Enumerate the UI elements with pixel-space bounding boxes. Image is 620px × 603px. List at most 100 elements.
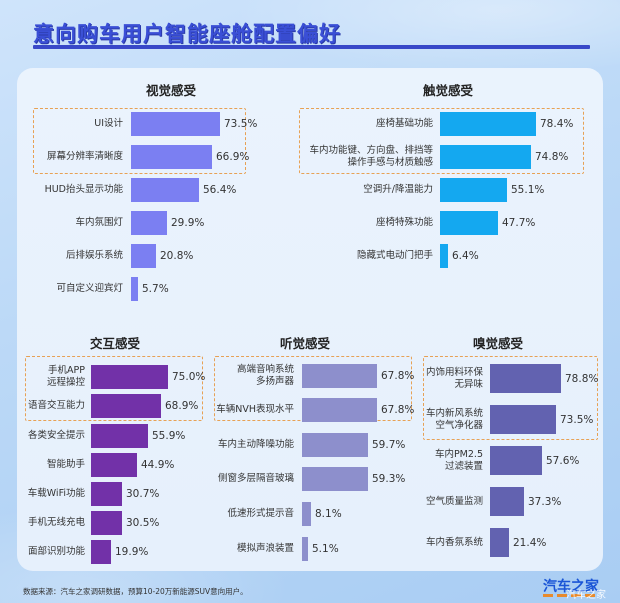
watermark: 汽车之家 bbox=[566, 590, 606, 601]
bar bbox=[131, 145, 212, 169]
bar-row: 高端音响系统 多扬声器 67.8% bbox=[0, 364, 620, 388]
bar-row: 车内功能键、方向盘、排挡等 操作手感与材质触感 74.8% bbox=[0, 145, 620, 169]
bar bbox=[490, 487, 524, 516]
bar-value: 37.3% bbox=[528, 495, 562, 508]
bar-row: 车内香氛系统 21.4% bbox=[0, 528, 620, 557]
bar bbox=[302, 364, 377, 388]
bar-value: 6.4% bbox=[452, 250, 479, 262]
bar-row: 车内PM2.5 过滤装置 57.6% bbox=[0, 446, 620, 475]
bar bbox=[302, 537, 308, 561]
highlight-box-interactive bbox=[25, 356, 203, 421]
bar-value: 47.7% bbox=[502, 217, 536, 229]
bar bbox=[490, 528, 509, 557]
bar-value: 57.6% bbox=[546, 454, 580, 467]
bar bbox=[440, 112, 536, 136]
bar-row: 面部识别功能 19.9% bbox=[0, 540, 620, 564]
bar-label: 座椅特殊功能 bbox=[375, 217, 433, 228]
bar-label: 侧窗多层隔音玻璃 bbox=[217, 473, 294, 484]
bar bbox=[490, 364, 561, 393]
bar-label: 车内新风系统 空气净化器 bbox=[425, 407, 483, 431]
bar-label: 车载WiFi功能 bbox=[27, 488, 85, 499]
bar-value: 8.1% bbox=[315, 508, 342, 520]
bar-row: 座椅基础功能 78.4% bbox=[0, 112, 620, 136]
bar-value: 78.4% bbox=[540, 118, 574, 130]
bar-row: HUD抬头显示功能 56.4% bbox=[0, 178, 620, 202]
bar-row: 侧窗多层隔音玻璃 59.3% bbox=[0, 467, 620, 491]
section-title-interactive: 交互感受 bbox=[89, 336, 140, 351]
bar-value: 21.4% bbox=[513, 536, 547, 549]
bar-row: 后排娱乐系统 20.8% bbox=[0, 244, 620, 268]
bar-row: 车内新风系统 空气净化器 73.5% bbox=[0, 405, 620, 434]
bar-label: 可自定义迎宾灯 bbox=[56, 283, 123, 294]
bar bbox=[302, 433, 368, 457]
bar-label: 车内氛围灯 bbox=[75, 217, 123, 228]
bar-value: 68.9% bbox=[165, 400, 199, 412]
bar-value: 55.9% bbox=[152, 430, 186, 442]
bar-row: 手机APP 远程操控 75.0% bbox=[0, 365, 620, 389]
bar-label: 内饰用料环保 无异味 bbox=[425, 366, 483, 390]
bar-label: 隐藏式电动门把手 bbox=[356, 250, 433, 261]
bar-value: 73.5% bbox=[560, 413, 594, 426]
page-title: 意向购车用户智能座舱配置偏好 bbox=[33, 22, 341, 46]
bar-label: 车内功能键、方向盘、排挡等 操作手感与材质触感 bbox=[309, 145, 433, 168]
section-title-tactile: 触觉感受 bbox=[422, 83, 473, 98]
bar-value: 59.3% bbox=[372, 473, 406, 485]
bar-label: UI设计 bbox=[94, 118, 123, 129]
bar-label: 各类安全提示 bbox=[27, 430, 85, 441]
bar-label: 手机无线充电 bbox=[27, 517, 85, 528]
bar-value: 29.9% bbox=[171, 217, 205, 229]
bar bbox=[440, 145, 531, 169]
bar bbox=[91, 424, 148, 448]
bar bbox=[302, 398, 377, 422]
section-title-visual: 视觉感受 bbox=[145, 83, 196, 98]
bar-row: 低速形式提示音 8.1% bbox=[0, 502, 620, 526]
bar bbox=[131, 244, 156, 268]
bar bbox=[131, 112, 220, 136]
bar-value: 5.1% bbox=[312, 543, 339, 555]
brand-logo: 汽车之家 bbox=[543, 579, 599, 595]
title-underline bbox=[33, 45, 590, 49]
bar-label: 低速形式提示音 bbox=[227, 508, 294, 519]
bar-label: 车内PM2.5 过滤装置 bbox=[434, 448, 483, 472]
bar-label: 后排娱乐系统 bbox=[65, 250, 123, 261]
bar-label: 智能助手 bbox=[46, 459, 85, 470]
bar-row: 智能助手 44.9% bbox=[0, 453, 620, 477]
bar-value: 55.1% bbox=[511, 184, 545, 196]
bar-label: 屏幕分辨率清晰度 bbox=[46, 151, 123, 162]
bar-row: 可自定义迎宾灯 5.7% bbox=[0, 277, 620, 301]
bar-value: 78.8% bbox=[565, 372, 599, 385]
bar-value: 19.9% bbox=[115, 546, 149, 558]
bar bbox=[131, 211, 167, 235]
bar-label: 座椅基础功能 bbox=[375, 118, 433, 129]
bar-value: 67.8% bbox=[381, 404, 415, 416]
bar-row: 语音交互能力 68.9% bbox=[0, 394, 620, 418]
section-title-auditory: 听觉感受 bbox=[279, 336, 330, 351]
bar-label: 空气质量监测 bbox=[425, 495, 483, 507]
bar-label: 车内主动降噪功能 bbox=[217, 439, 294, 450]
bar bbox=[440, 178, 507, 202]
bar-label: 车辆NVH表现水平 bbox=[216, 404, 294, 415]
bar-row: 车载WiFi功能 30.7% bbox=[0, 482, 620, 506]
bar-value: 30.7% bbox=[126, 488, 160, 500]
bar-row: 空气质量监测 37.3% bbox=[0, 487, 620, 516]
bar-row: 车内氛围灯 29.9% bbox=[0, 211, 620, 235]
bar bbox=[490, 405, 556, 434]
bar-row: 手机无线充电 30.5% bbox=[0, 511, 620, 535]
bar-value: 74.8% bbox=[535, 151, 569, 163]
bar-label: 语音交互能力 bbox=[27, 400, 85, 411]
bar bbox=[91, 394, 161, 418]
bar bbox=[131, 178, 199, 202]
bar-row: 各类安全提示 55.9% bbox=[0, 424, 620, 448]
bar-value: 44.9% bbox=[141, 459, 175, 471]
highlight-box-tactile bbox=[299, 108, 584, 174]
bar bbox=[440, 211, 498, 235]
bar bbox=[131, 277, 138, 301]
bar bbox=[91, 482, 122, 506]
bar-value: 59.7% bbox=[372, 439, 406, 451]
bar-label: 面部识别功能 bbox=[27, 546, 85, 557]
bar-value: 67.8% bbox=[381, 370, 415, 382]
data-source-note: 数据来源：汽车之家调研数据，预算10-20万新能源SUV意向用户。 bbox=[23, 587, 248, 596]
bar-label: 手机APP 远程操控 bbox=[46, 365, 85, 388]
bar bbox=[91, 540, 111, 564]
bar-value: 5.7% bbox=[142, 283, 169, 295]
